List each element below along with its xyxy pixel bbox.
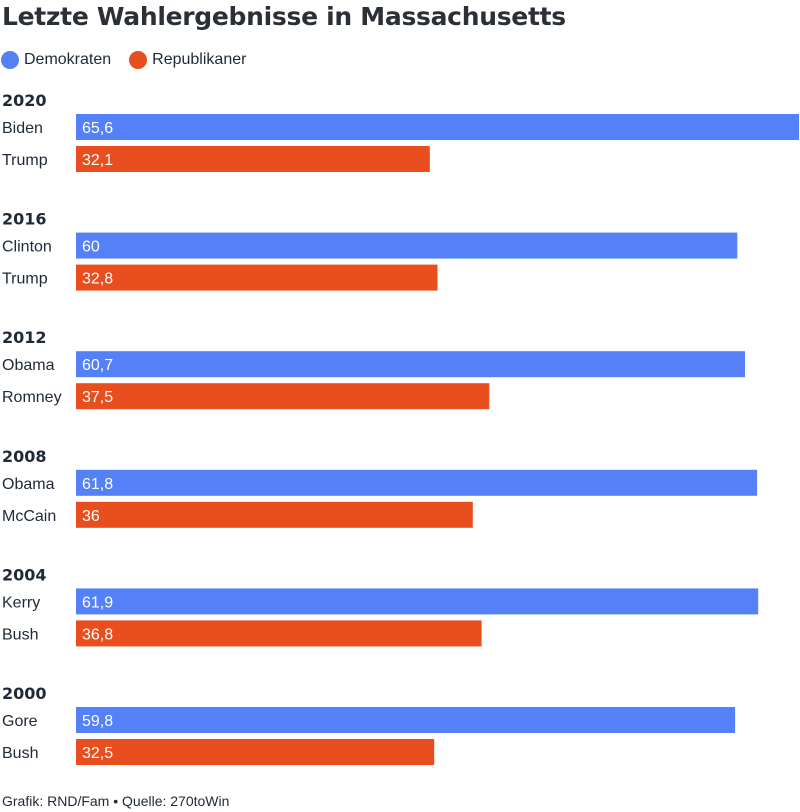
bar	[76, 739, 435, 765]
group-year-label: 2004	[2, 565, 47, 584]
chart-title: Letzte Wahlergebnisse in Massachusetts	[2, 2, 566, 31]
legend-item-democrats: Demokraten	[1, 51, 111, 69]
bar-value-label: 60	[82, 239, 100, 256]
candidate-label: McCain	[2, 508, 56, 525]
bar-value-label: 37,5	[82, 389, 113, 406]
legend-item-republicans: Republikaner	[129, 51, 246, 69]
candidate-label: Biden	[2, 120, 43, 137]
bar-value-label: 32,1	[82, 152, 113, 169]
candidate-label: Trump	[2, 152, 48, 169]
bar	[76, 264, 438, 291]
bar-value-label: 32,8	[82, 271, 113, 288]
group-year-label: 2012	[2, 328, 47, 347]
bar-value-label: 32,5	[82, 745, 113, 762]
candidate-label: Romney	[2, 389, 62, 406]
legend-swatch-democrats	[1, 51, 19, 69]
bar-value-label: 36,8	[82, 626, 113, 643]
bar	[76, 620, 482, 647]
legend-label-republicans: Republikaner	[152, 51, 247, 68]
candidate-label: Bush	[2, 626, 38, 643]
candidate-label: Gore	[2, 713, 38, 730]
bar	[76, 707, 736, 733]
bar	[76, 351, 745, 378]
group-year-label: 2020	[2, 91, 47, 110]
candidate-label: Clinton	[2, 239, 52, 256]
candidate-label: Obama	[2, 476, 55, 493]
bar-value-label: 61,8	[82, 476, 113, 493]
bar-value-label: 60,7	[82, 357, 113, 374]
bar	[76, 469, 758, 496]
group-year-label: 2000	[2, 684, 47, 703]
group-year-label: 2008	[2, 447, 47, 466]
bar	[76, 588, 759, 615]
bar	[76, 383, 490, 410]
legend-swatch-republicans	[129, 51, 148, 69]
bar-value-label: 65,6	[82, 120, 113, 137]
legend-label-democrats: Demokraten	[24, 51, 112, 68]
bar	[76, 501, 473, 528]
bar	[76, 232, 738, 259]
bar	[76, 146, 430, 172]
candidate-label: Kerry	[2, 594, 40, 611]
bar	[76, 114, 799, 140]
bar-value-label: 59,8	[82, 713, 113, 730]
legend: Demokraten Republikaner	[1, 49, 264, 71]
group-year-label: 2016	[2, 210, 47, 229]
candidate-label: Bush	[2, 745, 38, 762]
source-footer: Grafik: RND/Fam • Quelle: 270toWin	[2, 793, 230, 809]
bar-value-label: 61,9	[82, 594, 113, 611]
candidate-label: Trump	[2, 271, 48, 288]
candidate-label: Obama	[2, 357, 55, 374]
bar-value-label: 36	[82, 508, 100, 525]
